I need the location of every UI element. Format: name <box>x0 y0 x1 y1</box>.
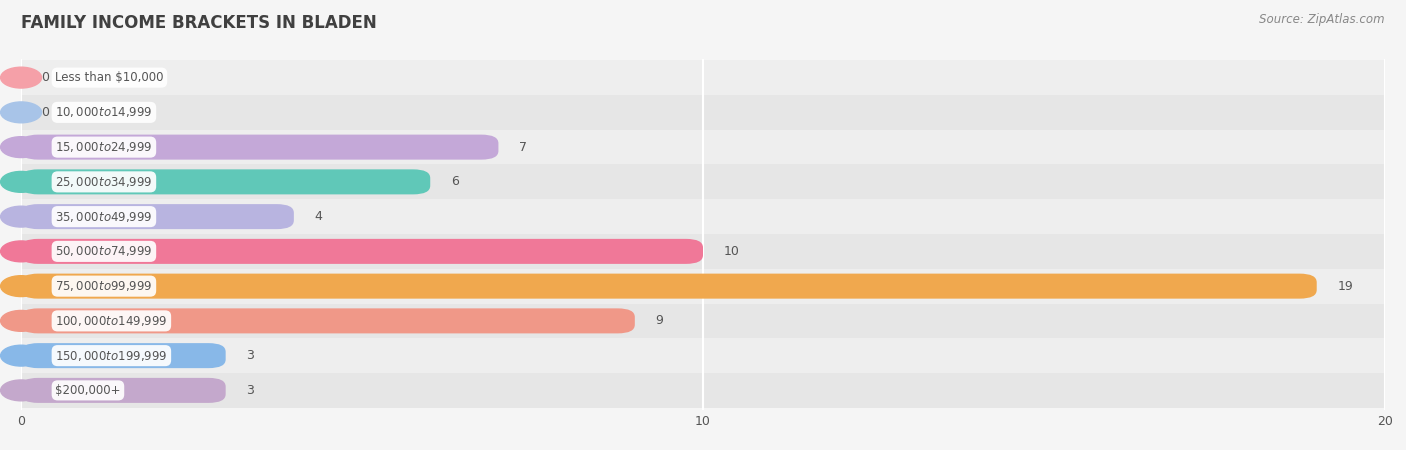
Circle shape <box>0 137 42 157</box>
Circle shape <box>0 380 42 401</box>
Text: 6: 6 <box>451 176 458 189</box>
Circle shape <box>0 102 42 123</box>
Text: 3: 3 <box>246 349 254 362</box>
Bar <box>21 199 1385 234</box>
Bar <box>21 95 1385 130</box>
Text: 7: 7 <box>519 140 527 153</box>
Text: 19: 19 <box>1337 279 1353 292</box>
Circle shape <box>0 67 42 88</box>
FancyBboxPatch shape <box>21 135 499 160</box>
Text: 10: 10 <box>724 245 740 258</box>
Circle shape <box>0 345 42 366</box>
Bar <box>21 130 1385 165</box>
Bar <box>21 165 1385 199</box>
Text: 3: 3 <box>246 384 254 397</box>
Text: $35,000 to $49,999: $35,000 to $49,999 <box>55 210 153 224</box>
Text: $50,000 to $74,999: $50,000 to $74,999 <box>55 244 153 258</box>
Text: 0: 0 <box>42 71 49 84</box>
Circle shape <box>0 171 42 192</box>
Text: 4: 4 <box>315 210 322 223</box>
Circle shape <box>0 310 42 331</box>
Circle shape <box>0 276 42 297</box>
Text: 0: 0 <box>42 106 49 119</box>
Bar <box>21 303 1385 338</box>
FancyBboxPatch shape <box>21 308 636 333</box>
Text: FAMILY INCOME BRACKETS IN BLADEN: FAMILY INCOME BRACKETS IN BLADEN <box>21 14 377 32</box>
Text: $15,000 to $24,999: $15,000 to $24,999 <box>55 140 153 154</box>
FancyBboxPatch shape <box>21 274 1317 299</box>
Text: $150,000 to $199,999: $150,000 to $199,999 <box>55 349 167 363</box>
Text: $75,000 to $99,999: $75,000 to $99,999 <box>55 279 153 293</box>
Text: $100,000 to $149,999: $100,000 to $149,999 <box>55 314 167 328</box>
FancyBboxPatch shape <box>21 204 294 229</box>
Circle shape <box>0 241 42 262</box>
Text: $200,000+: $200,000+ <box>55 384 121 397</box>
FancyBboxPatch shape <box>21 239 703 264</box>
Text: $25,000 to $34,999: $25,000 to $34,999 <box>55 175 153 189</box>
Text: Source: ZipAtlas.com: Source: ZipAtlas.com <box>1260 14 1385 27</box>
Text: $10,000 to $14,999: $10,000 to $14,999 <box>55 105 153 119</box>
Text: 9: 9 <box>655 315 664 328</box>
Bar <box>21 269 1385 303</box>
Bar <box>21 373 1385 408</box>
Bar <box>21 234 1385 269</box>
Bar <box>21 338 1385 373</box>
Circle shape <box>0 206 42 227</box>
Bar <box>21 60 1385 95</box>
FancyBboxPatch shape <box>21 378 226 403</box>
FancyBboxPatch shape <box>21 169 430 194</box>
FancyBboxPatch shape <box>21 343 226 368</box>
Text: Less than $10,000: Less than $10,000 <box>55 71 163 84</box>
